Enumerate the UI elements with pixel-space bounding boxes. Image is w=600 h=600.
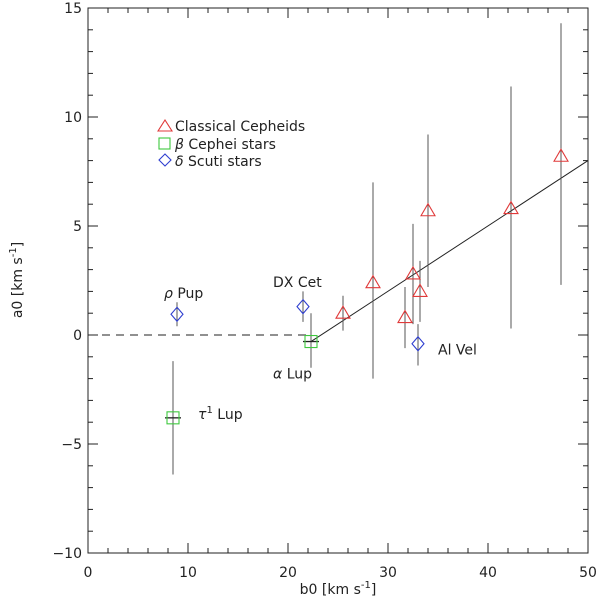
- plot-area-frame: [87, 7, 589, 554]
- y-axis-title: a0 [km s-1]: [8, 242, 26, 318]
- legend-square-icon: [158, 137, 171, 150]
- data-point-triangle: [503, 200, 519, 215]
- x-tick-label: 10: [179, 565, 197, 581]
- annotation-rho-pup: ρ Pup: [164, 286, 203, 302]
- data-point-triangle: [397, 309, 413, 324]
- data-point-square: [166, 411, 180, 425]
- y-tick-label: 5: [73, 219, 82, 235]
- annotation-tau1-lup: τ1 Lup: [198, 405, 243, 423]
- y-tick-label: 0: [73, 328, 82, 344]
- x-axis-title: b0 [km s-1]: [300, 580, 377, 598]
- data-point-triangle: [405, 265, 421, 280]
- annotation-dx-cet: DX Cet: [273, 275, 322, 291]
- legend-label-classical-cepheids: Classical Cepheids: [175, 119, 305, 135]
- x-tick-label: 20: [279, 565, 297, 581]
- data-point-diamond: [296, 298, 310, 315]
- data-point-triangle: [553, 148, 569, 162]
- data-point-square: [304, 334, 318, 349]
- annotation-al-vel: Al Vel: [438, 343, 477, 359]
- data-point-diamond: [411, 335, 425, 352]
- y-tick-label: −5: [61, 437, 82, 453]
- y-tick-label: 15: [64, 1, 82, 17]
- data-point-triangle: [365, 274, 381, 289]
- linear-fit-line: [310, 160, 589, 342]
- legend-label-delta-scuti: δ Scuti stars: [175, 154, 262, 170]
- legend-diamond-icon: [158, 153, 172, 167]
- x-tick-label: 40: [479, 565, 497, 581]
- data-point-triangle: [412, 283, 428, 297]
- x-tick-label: 50: [579, 565, 597, 581]
- annotation-alpha-lup: α Lup: [273, 367, 312, 383]
- x-tick-label: 30: [379, 565, 397, 581]
- legend: Classical Cepheids β Cephei stars δ Scut…: [156, 118, 305, 170]
- legend-label-beta-cephei: β Cephei stars: [174, 137, 276, 153]
- x-tick-label: 0: [84, 565, 93, 581]
- y-tick-label: 10: [64, 110, 82, 126]
- data-point-diamond: [170, 306, 184, 323]
- legend-triangle-icon: [156, 118, 174, 132]
- y-tick-label: −10: [52, 546, 82, 562]
- data-point-triangle: [420, 202, 436, 217]
- data-point-triangle: [335, 305, 351, 319]
